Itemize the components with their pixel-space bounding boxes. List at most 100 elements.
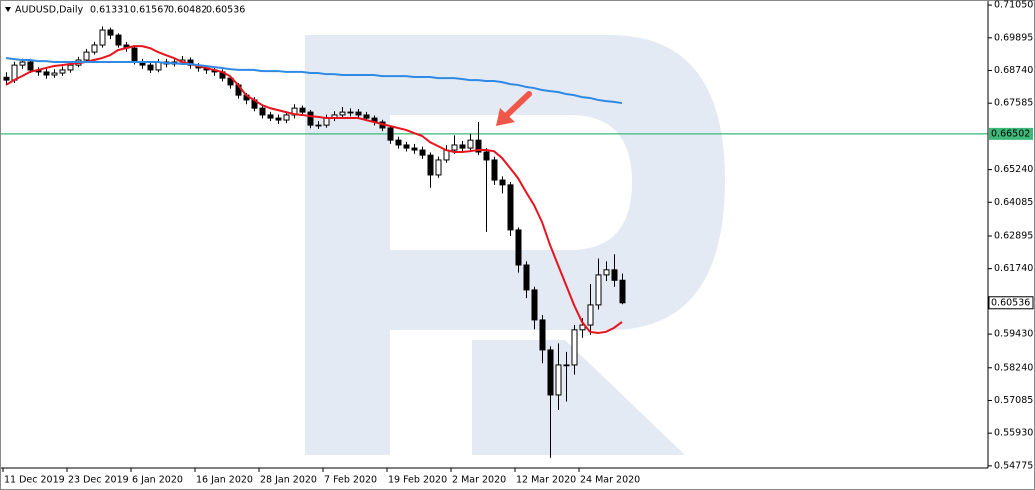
candle-body (307, 111, 314, 126)
candle-body (475, 139, 482, 153)
candle-body (427, 154, 434, 176)
y-tick-label: 0.62895 (994, 230, 1033, 241)
watermark-leg (472, 340, 685, 455)
candle-body (539, 319, 546, 351)
candle-body (387, 127, 394, 141)
y-tick-label: 0.55930 (994, 428, 1033, 439)
candle-body (259, 107, 266, 116)
candle-body (395, 139, 402, 146)
x-tick-label: 23 Dec 2019 (68, 475, 129, 486)
candle-body (11, 64, 18, 81)
candle-body (451, 144, 458, 151)
candle-body (507, 184, 514, 231)
candle-body (555, 364, 562, 396)
candle-body (51, 72, 58, 76)
y-tick-label: 0.59430 (994, 329, 1033, 340)
candle-body (595, 274, 602, 306)
candle-body (299, 107, 306, 113)
moving-average-line (5, 45, 623, 334)
y-tick-label: 0.69895 (994, 32, 1033, 43)
watermark-stem (305, 35, 390, 455)
y-tick-label: 0.65240 (994, 164, 1033, 175)
candle-body (147, 64, 154, 71)
candle-body (323, 117, 330, 126)
header-high: 0.61567 (130, 5, 169, 16)
candle-body (587, 304, 594, 326)
x-tick-label: 16 Jan 2020 (196, 475, 253, 486)
candle-body (355, 111, 362, 116)
x-tick-label: 19 Feb 2020 (388, 475, 447, 486)
candle-body (3, 76, 10, 81)
y-tick-label: 0.67585 (994, 98, 1033, 109)
x-tick-label: 2 Mar 2020 (452, 475, 506, 486)
x-tick-label: 28 Jan 2020 (260, 475, 317, 486)
candle-body (419, 149, 426, 156)
candle-body (571, 329, 578, 366)
y-tick-label: 0.54775 (994, 460, 1033, 471)
y-tick-label: 0.68740 (994, 65, 1033, 76)
x-tick-label: 24 Mar 2020 (580, 475, 640, 486)
y-tick-label: 0.58240 (994, 362, 1033, 373)
candle-body (131, 47, 138, 63)
candle-body (467, 139, 474, 149)
level-label: 0.66502 (991, 128, 1030, 139)
candle-body (267, 114, 274, 119)
symbol-label: AUDUSD,Daily (15, 5, 84, 16)
candle-body (411, 147, 418, 151)
candle-body (339, 111, 346, 116)
candle-body (483, 151, 490, 161)
candle-body (59, 69, 66, 74)
candle-body (83, 51, 90, 61)
x-tick-label: 12 Mar 2020 (516, 475, 576, 486)
level-label-box (989, 127, 1033, 140)
arrow-shaft (504, 91, 532, 118)
candle-body (115, 34, 122, 46)
header-low: 0.60482 (168, 5, 207, 16)
header-open: 0.61331 (90, 5, 129, 16)
candle-body (107, 29, 114, 36)
moving-average-line (5, 57, 623, 105)
candle-body (435, 159, 442, 176)
y-tick-label: 0.71050 (994, 0, 1033, 11)
arrow-annotation (496, 91, 532, 126)
candle-body (283, 114, 290, 121)
y-tick-label: 0.57085 (994, 395, 1033, 406)
candle-body (315, 124, 322, 127)
candle-body (459, 144, 466, 149)
watermark-bowl (390, 35, 725, 330)
candle-body (347, 111, 354, 114)
candle-body (547, 349, 554, 396)
x-tick-label: 11 Dec 2019 (4, 475, 65, 486)
candle-body (611, 269, 618, 281)
candle-body (499, 179, 506, 186)
plot-area (0, 26, 988, 458)
candle-body (531, 289, 538, 321)
candle-body (563, 364, 570, 367)
watermark (305, 35, 725, 455)
arrow-head (496, 108, 515, 126)
x-tick-label: 6 Jan 2020 (132, 475, 183, 486)
candle-body (91, 44, 98, 53)
candle-body (43, 71, 50, 76)
candle-body (99, 29, 106, 46)
candle-body (619, 279, 626, 304)
candle-body (67, 64, 74, 71)
candle-body (523, 264, 530, 291)
y-tick-label: 0.61740 (994, 263, 1033, 274)
header-icon (5, 7, 11, 12)
y-tick-label: 0.64085 (994, 197, 1033, 208)
candle-body (603, 269, 610, 276)
candle-body (579, 324, 586, 331)
price-label: 0.60536 (991, 297, 1030, 308)
candle-body (27, 61, 34, 71)
candle-body (363, 114, 370, 119)
price-label-box (988, 296, 1034, 310)
candle-body (19, 61, 26, 66)
candle-body (515, 229, 522, 266)
candle-body (403, 144, 410, 149)
candle-body (275, 117, 282, 121)
header-close: 0.60536 (206, 5, 245, 16)
candle-body (491, 159, 498, 181)
x-tick-label: 7 Feb 2020 (324, 475, 377, 486)
